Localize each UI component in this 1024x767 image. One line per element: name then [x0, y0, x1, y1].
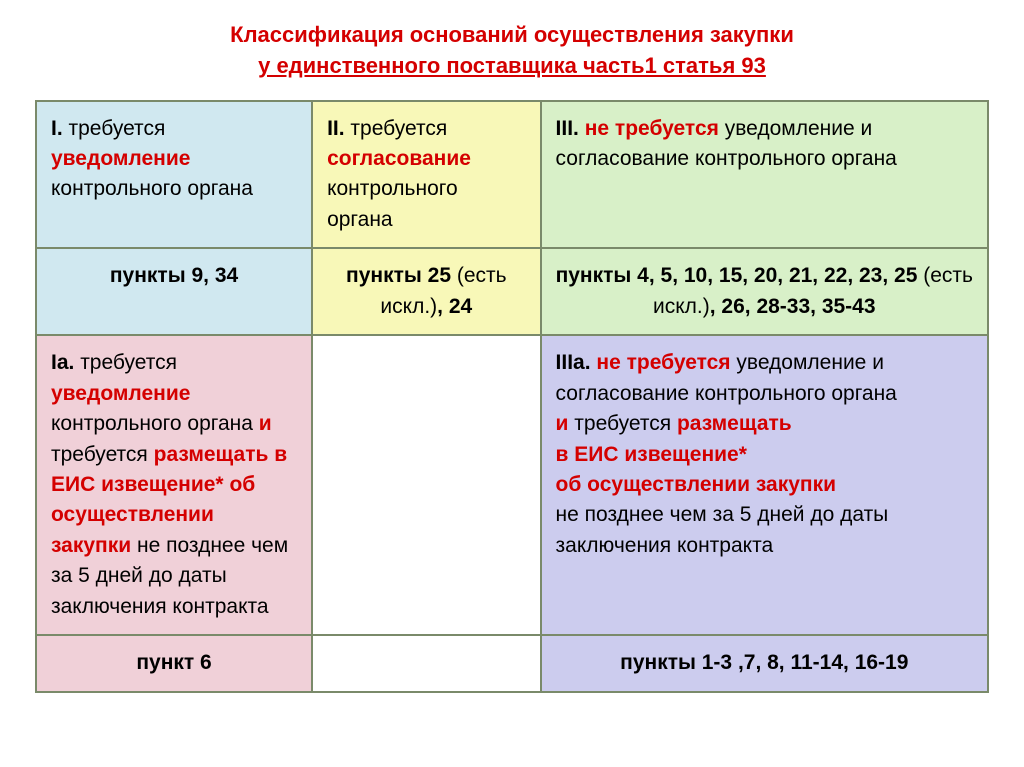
- cell-r3c3: IIIа. не требуется уведомление и согласо…: [541, 335, 988, 635]
- txt: не требуется: [591, 351, 731, 374]
- cell-r1c1: I. требуется уведомление контрольного ор…: [36, 101, 312, 249]
- table-row: пункты 9, 34 пункты 25 (есть искл.), 24 …: [36, 248, 988, 335]
- cell-r2c1: пункты 9, 34: [36, 248, 312, 335]
- txt: уведомление: [51, 147, 190, 170]
- title-line2: у единственного поставщика часть1 статья…: [258, 53, 766, 78]
- page-title: Классификация оснований осуществления за…: [35, 20, 989, 82]
- txt: уведомление: [51, 382, 190, 405]
- cell-r4c3: пункты 1-3 ,7, 8, 11-14, 16-19: [541, 635, 988, 691]
- cell-r4c1: пункт 6: [36, 635, 312, 691]
- txt: , 26, 28-33, 35-43: [710, 295, 876, 318]
- roman: Iа.: [51, 351, 74, 374]
- roman: III.: [556, 117, 579, 140]
- cell-r3c2: [312, 335, 540, 635]
- table-row: Iа. требуется уведомление контрольного о…: [36, 335, 988, 635]
- txt: и: [259, 412, 272, 435]
- txt: требуется: [74, 351, 177, 374]
- table-row: пункт 6 пункты 1-3 ,7, 8, 11-14, 16-19: [36, 635, 988, 691]
- txt: пункты 4, 5, 10, 15, 20, 21, 22, 23, 25: [556, 264, 924, 287]
- title-line1: Классификация оснований осуществления за…: [230, 22, 794, 47]
- roman: IIIа.: [556, 351, 591, 374]
- txt: и: [556, 412, 569, 435]
- cell-r3c1: Iа. требуется уведомление контрольного о…: [36, 335, 312, 635]
- txt: об осуществлении закупки: [556, 473, 836, 496]
- txt: согласование: [327, 147, 471, 170]
- txt: контрольного органа: [51, 412, 259, 435]
- txt: не требуется: [579, 117, 719, 140]
- table-row: I. требуется уведомление контрольного ор…: [36, 101, 988, 249]
- classification-table: I. требуется уведомление контрольного ор…: [35, 100, 989, 693]
- cell-r4c2: [312, 635, 540, 691]
- roman: II.: [327, 117, 345, 140]
- cell-r1c2: II. требуется согласование контрольного …: [312, 101, 540, 249]
- txt: пункты 25: [346, 264, 457, 287]
- txt: требуется: [345, 117, 448, 140]
- txt: не позднее чем за 5 дней до даты заключе…: [556, 503, 889, 556]
- cell-r2c3: пункты 4, 5, 10, 15, 20, 21, 22, 23, 25 …: [541, 248, 988, 335]
- cell-r1c3: III. не требуется уведомление и согласов…: [541, 101, 988, 249]
- roman: I.: [51, 117, 63, 140]
- txt: в ЕИС извещение*: [556, 443, 747, 466]
- txt: требуется: [51, 443, 154, 466]
- txt: размещать: [677, 412, 792, 435]
- txt: контрольного органа: [327, 177, 458, 230]
- txt: требуется: [63, 117, 166, 140]
- txt: требуется: [568, 412, 676, 435]
- cell-r2c2: пункты 25 (есть искл.), 24: [312, 248, 540, 335]
- txt: , 24: [437, 295, 472, 318]
- txt: контрольного органа: [51, 177, 253, 200]
